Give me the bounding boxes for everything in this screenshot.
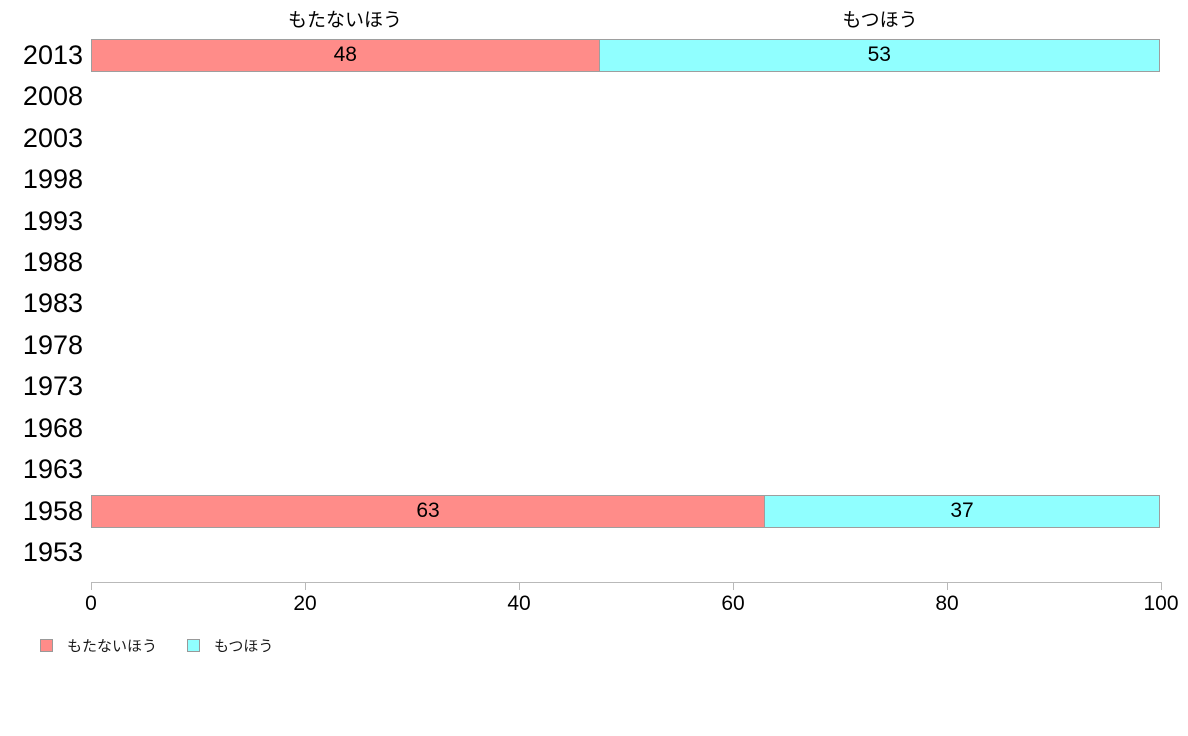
x-tick-mark-40 xyxy=(519,582,520,590)
legend-item-motanai: もたないほう xyxy=(40,635,157,656)
x-tick-mark-0 xyxy=(91,582,92,590)
y-axis-label-2013: 2013 xyxy=(22,39,83,70)
bar-segment-2013-series0: 48 xyxy=(91,38,600,72)
x-tick-label-40: 40 xyxy=(507,592,531,615)
y-axis-label-1998: 1998 xyxy=(22,164,83,195)
y-axis-label-1958: 1958 xyxy=(22,495,83,526)
x-axis-line xyxy=(91,582,1162,583)
legend-item-motsu: もつほう xyxy=(187,635,273,656)
x-tick-label-60: 60 xyxy=(721,592,745,615)
legend-swatch-motanai xyxy=(40,639,53,652)
column-header-motanai: もたないほう xyxy=(287,10,403,31)
legend-swatch-motsu xyxy=(187,639,201,652)
y-axis-label-1968: 1968 xyxy=(22,412,83,443)
x-tick-mark-60 xyxy=(733,582,734,590)
y-axis-label-1953: 1953 xyxy=(22,537,83,568)
x-tick-mark-80 xyxy=(947,582,948,590)
value-label: 63 xyxy=(416,499,440,523)
x-tick-label-80: 80 xyxy=(935,592,959,615)
y-axis-label-1978: 1978 xyxy=(22,329,83,360)
bar-segment-1958-series1: 37 xyxy=(764,494,1160,528)
y-axis-label-1983: 1983 xyxy=(22,288,83,319)
x-tick-label-0: 0 xyxy=(85,592,97,615)
x-tick-label-20: 20 xyxy=(293,592,317,615)
bar-row-2013: 48 53 xyxy=(91,38,1161,72)
value-label: 48 xyxy=(333,43,357,67)
value-label: 37 xyxy=(950,499,974,523)
bar-segment-2013-series1: 53 xyxy=(598,38,1160,72)
legend-label-motsu: もつほう xyxy=(214,638,274,655)
column-header-motsu: もつほう xyxy=(842,10,918,31)
y-axis-label-1993: 1993 xyxy=(22,205,83,236)
x-tick-label-100: 100 xyxy=(1143,592,1179,615)
y-axis-label-1973: 1973 xyxy=(22,371,83,402)
bar-segment-1958-series0: 63 xyxy=(91,494,766,528)
x-tick-mark-100 xyxy=(1161,582,1162,590)
legend: もたないほう もつほう xyxy=(40,635,273,656)
y-axis-label-2003: 2003 xyxy=(22,122,83,153)
y-axis-label-1963: 1963 xyxy=(22,454,83,485)
y-axis-label-2008: 2008 xyxy=(22,81,83,112)
legend-label-motanai: もたないほう xyxy=(67,638,158,655)
x-tick-mark-20 xyxy=(305,582,306,590)
bar-row-1958: 63 37 xyxy=(91,494,1161,528)
value-label: 53 xyxy=(867,43,891,67)
y-axis-label-1988: 1988 xyxy=(22,246,83,277)
